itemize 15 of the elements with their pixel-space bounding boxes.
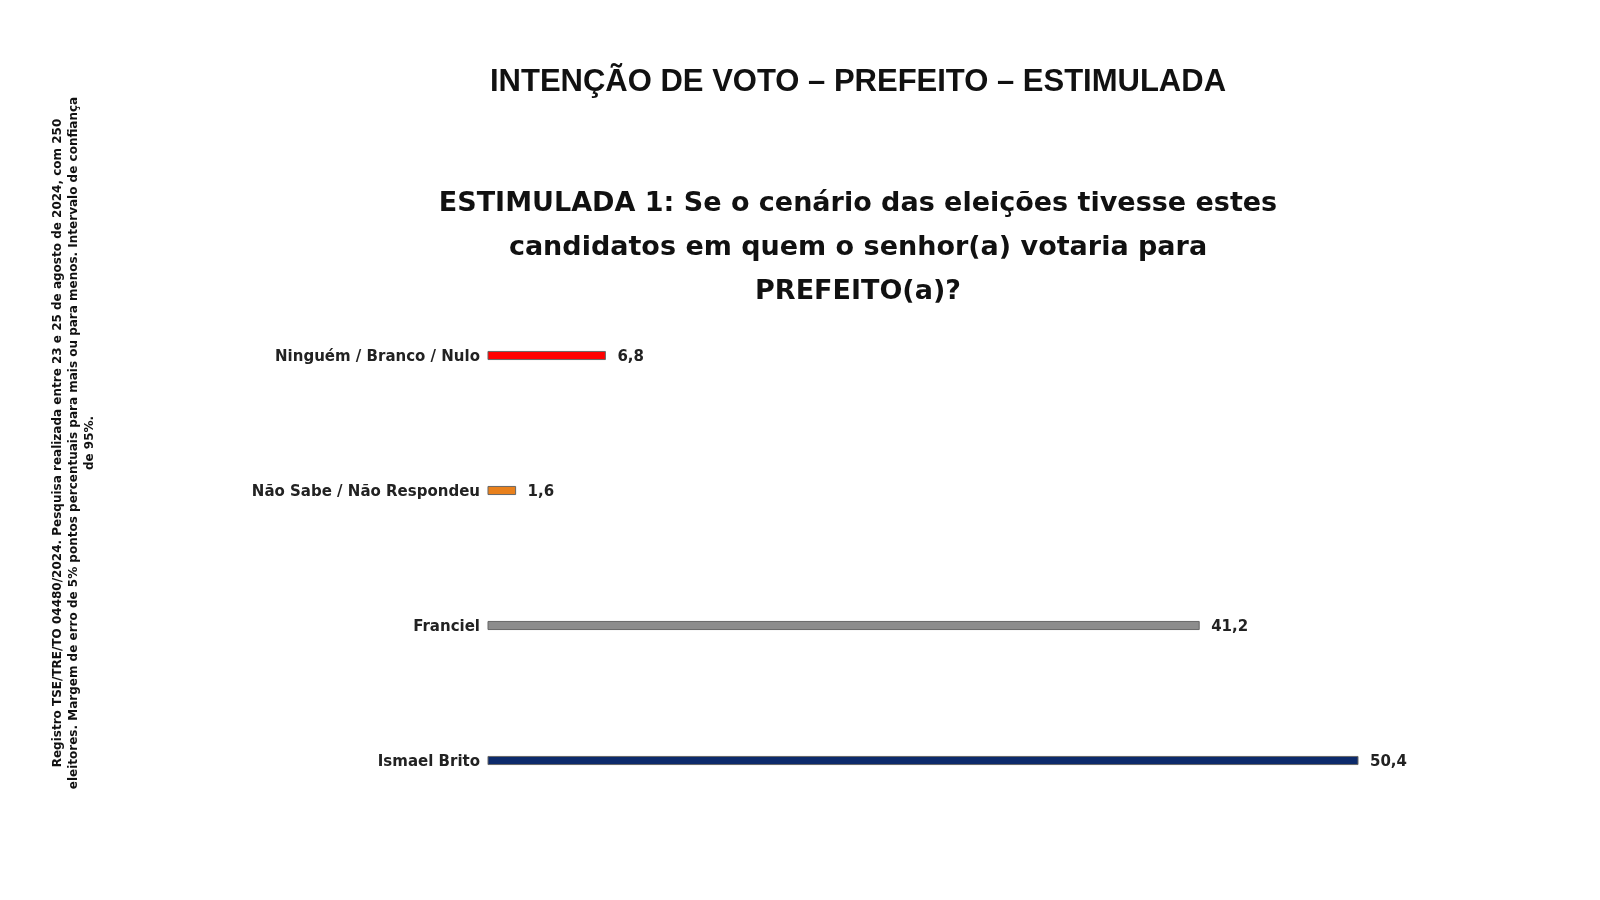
- data-label: 50,4: [1370, 751, 1408, 770]
- data-label: 6,8: [617, 346, 644, 365]
- bar: [487, 350, 606, 361]
- chart-title: INTENÇÃO DE VOTO – PREFEITO – ESTIMULADA: [488, 63, 1228, 99]
- y-tick-label: Franciel: [413, 616, 480, 635]
- chart-subtitle: ESTIMULADA 1: Se o cenário das eleições tivesse estes candidatos em quem o senhor(a) votaria para PREFEITO(a)?: [437, 185, 1279, 307]
- bar: [487, 755, 1359, 766]
- y-tick-label: Ninguém / Branco / Nulo: [275, 346, 480, 365]
- y-tick-label: Não Sabe / Não Respondeu: [251, 481, 480, 500]
- bar: [487, 620, 1200, 631]
- data-label: 1,6: [527, 481, 555, 500]
- text: Registro TSE/TRE/TO 04480/2024. Pesquisa realizada entre 23 e 25 de agosto de 2024, com 250 eleitores. Margem de erro de 5% pontos percentuais para mais ou para menos. Intervalo de confiança de 95%.: [49, 95, 97, 792]
- data-label: 41,2: [1211, 616, 1249, 635]
- y-tick-label: Ismael Brito: [377, 751, 480, 770]
- bar: [487, 485, 517, 496]
